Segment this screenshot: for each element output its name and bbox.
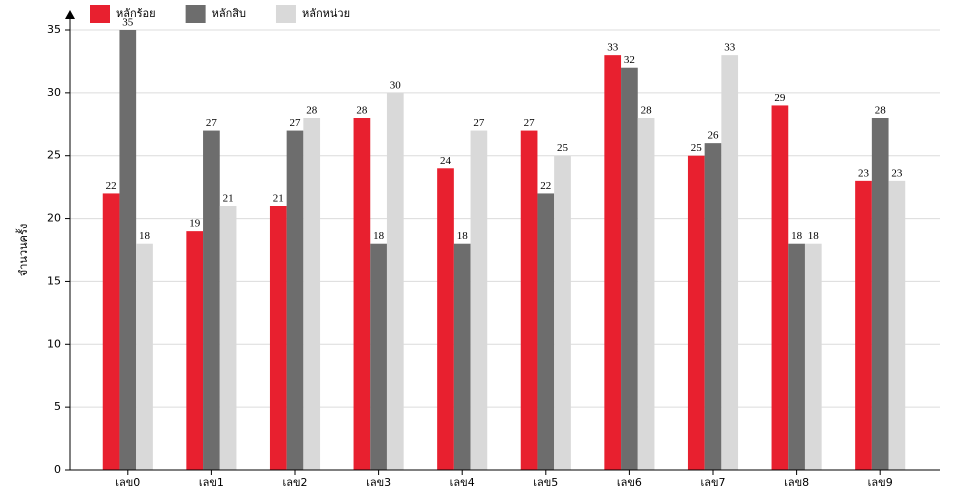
bar (554, 155, 571, 470)
bar (771, 105, 789, 470)
value-label: 24 (440, 155, 452, 167)
x-tick-label: เลข4 (450, 476, 475, 489)
value-label: 35 (122, 17, 134, 29)
bar (136, 243, 153, 470)
x-tick-label: เลข2 (282, 476, 307, 489)
value-label: 29 (774, 92, 786, 104)
bar (203, 130, 220, 471)
value-label: 27 (290, 117, 302, 129)
bar (269, 206, 287, 470)
value-label: 18 (808, 230, 820, 242)
legend-swatch (185, 5, 206, 23)
x-tick-label: เลข0 (115, 476, 140, 489)
value-label: 22 (106, 180, 117, 192)
y-tick-label: 20 (47, 212, 61, 225)
x-tick-label: เลข6 (617, 476, 642, 489)
bar (520, 130, 538, 471)
bar (537, 193, 555, 470)
x-tick-label: เลข5 (533, 476, 558, 489)
x-tick-label: เลข1 (199, 476, 224, 489)
value-label: 25 (557, 142, 569, 154)
value-label: 18 (373, 230, 385, 242)
y-tick-label: 15 (47, 274, 61, 287)
bar (637, 118, 655, 470)
value-label: 28 (306, 105, 318, 117)
x-tick-label: เลข9 (868, 476, 893, 489)
bar (437, 168, 454, 471)
value-label: 23 (858, 167, 870, 179)
value-label: 23 (891, 167, 903, 179)
value-label: 30 (390, 79, 402, 91)
bar (721, 55, 739, 471)
bar (621, 67, 638, 470)
value-label: 28 (641, 105, 653, 117)
value-label: 22 (540, 180, 551, 192)
bar (386, 92, 404, 470)
y-tick-label: 10 (47, 337, 61, 350)
value-label: 26 (708, 130, 720, 142)
bar (303, 118, 321, 470)
bar (286, 130, 304, 471)
bar (219, 206, 237, 470)
value-label: 21 (273, 193, 284, 205)
legend-swatch (275, 5, 296, 23)
y-tick-label: 25 (47, 149, 61, 162)
x-tick-label: เลข3 (366, 476, 391, 489)
bar (604, 55, 622, 471)
value-label: 27 (524, 117, 536, 129)
legend-swatch (90, 5, 110, 23)
value-label: 18 (139, 230, 151, 242)
legend-label: หลักร้อย (116, 7, 156, 20)
bar (186, 231, 204, 470)
legend-label: หลักสิบ (212, 7, 246, 20)
value-label: 28 (356, 105, 368, 117)
bar (888, 180, 906, 470)
value-label: 21 (223, 193, 234, 205)
value-label: 28 (875, 105, 887, 117)
y-axis-arrow (65, 10, 75, 19)
bar (804, 243, 822, 470)
bar (119, 30, 137, 470)
value-label: 25 (691, 142, 703, 154)
bar (788, 243, 805, 470)
bar (370, 243, 387, 470)
bar (353, 118, 371, 470)
bar (687, 155, 705, 470)
value-label: 33 (724, 42, 736, 54)
x-tick-label: เลข7 (700, 476, 725, 489)
x-tick-label: เลข8 (784, 476, 809, 489)
bar (470, 130, 488, 471)
y-tick-label: 5 (54, 400, 61, 413)
value-label: 33 (607, 42, 619, 54)
bar (102, 193, 120, 470)
value-label: 32 (624, 54, 635, 66)
y-tick-label: 30 (47, 86, 61, 99)
value-label: 27 (206, 117, 218, 129)
legend-label: หลักหน่วย (302, 7, 350, 20)
y-axis-label: จำนวนครั้ง (15, 224, 30, 276)
bar (453, 243, 471, 470)
value-label: 18 (457, 230, 469, 242)
bar (855, 180, 872, 470)
value-label: 27 (473, 117, 485, 129)
value-label: 18 (791, 230, 803, 242)
bar (704, 143, 722, 470)
bar (871, 118, 889, 470)
value-label: 19 (189, 218, 201, 230)
y-tick-label: 35 (47, 23, 61, 36)
y-tick-label: 0 (54, 463, 61, 476)
